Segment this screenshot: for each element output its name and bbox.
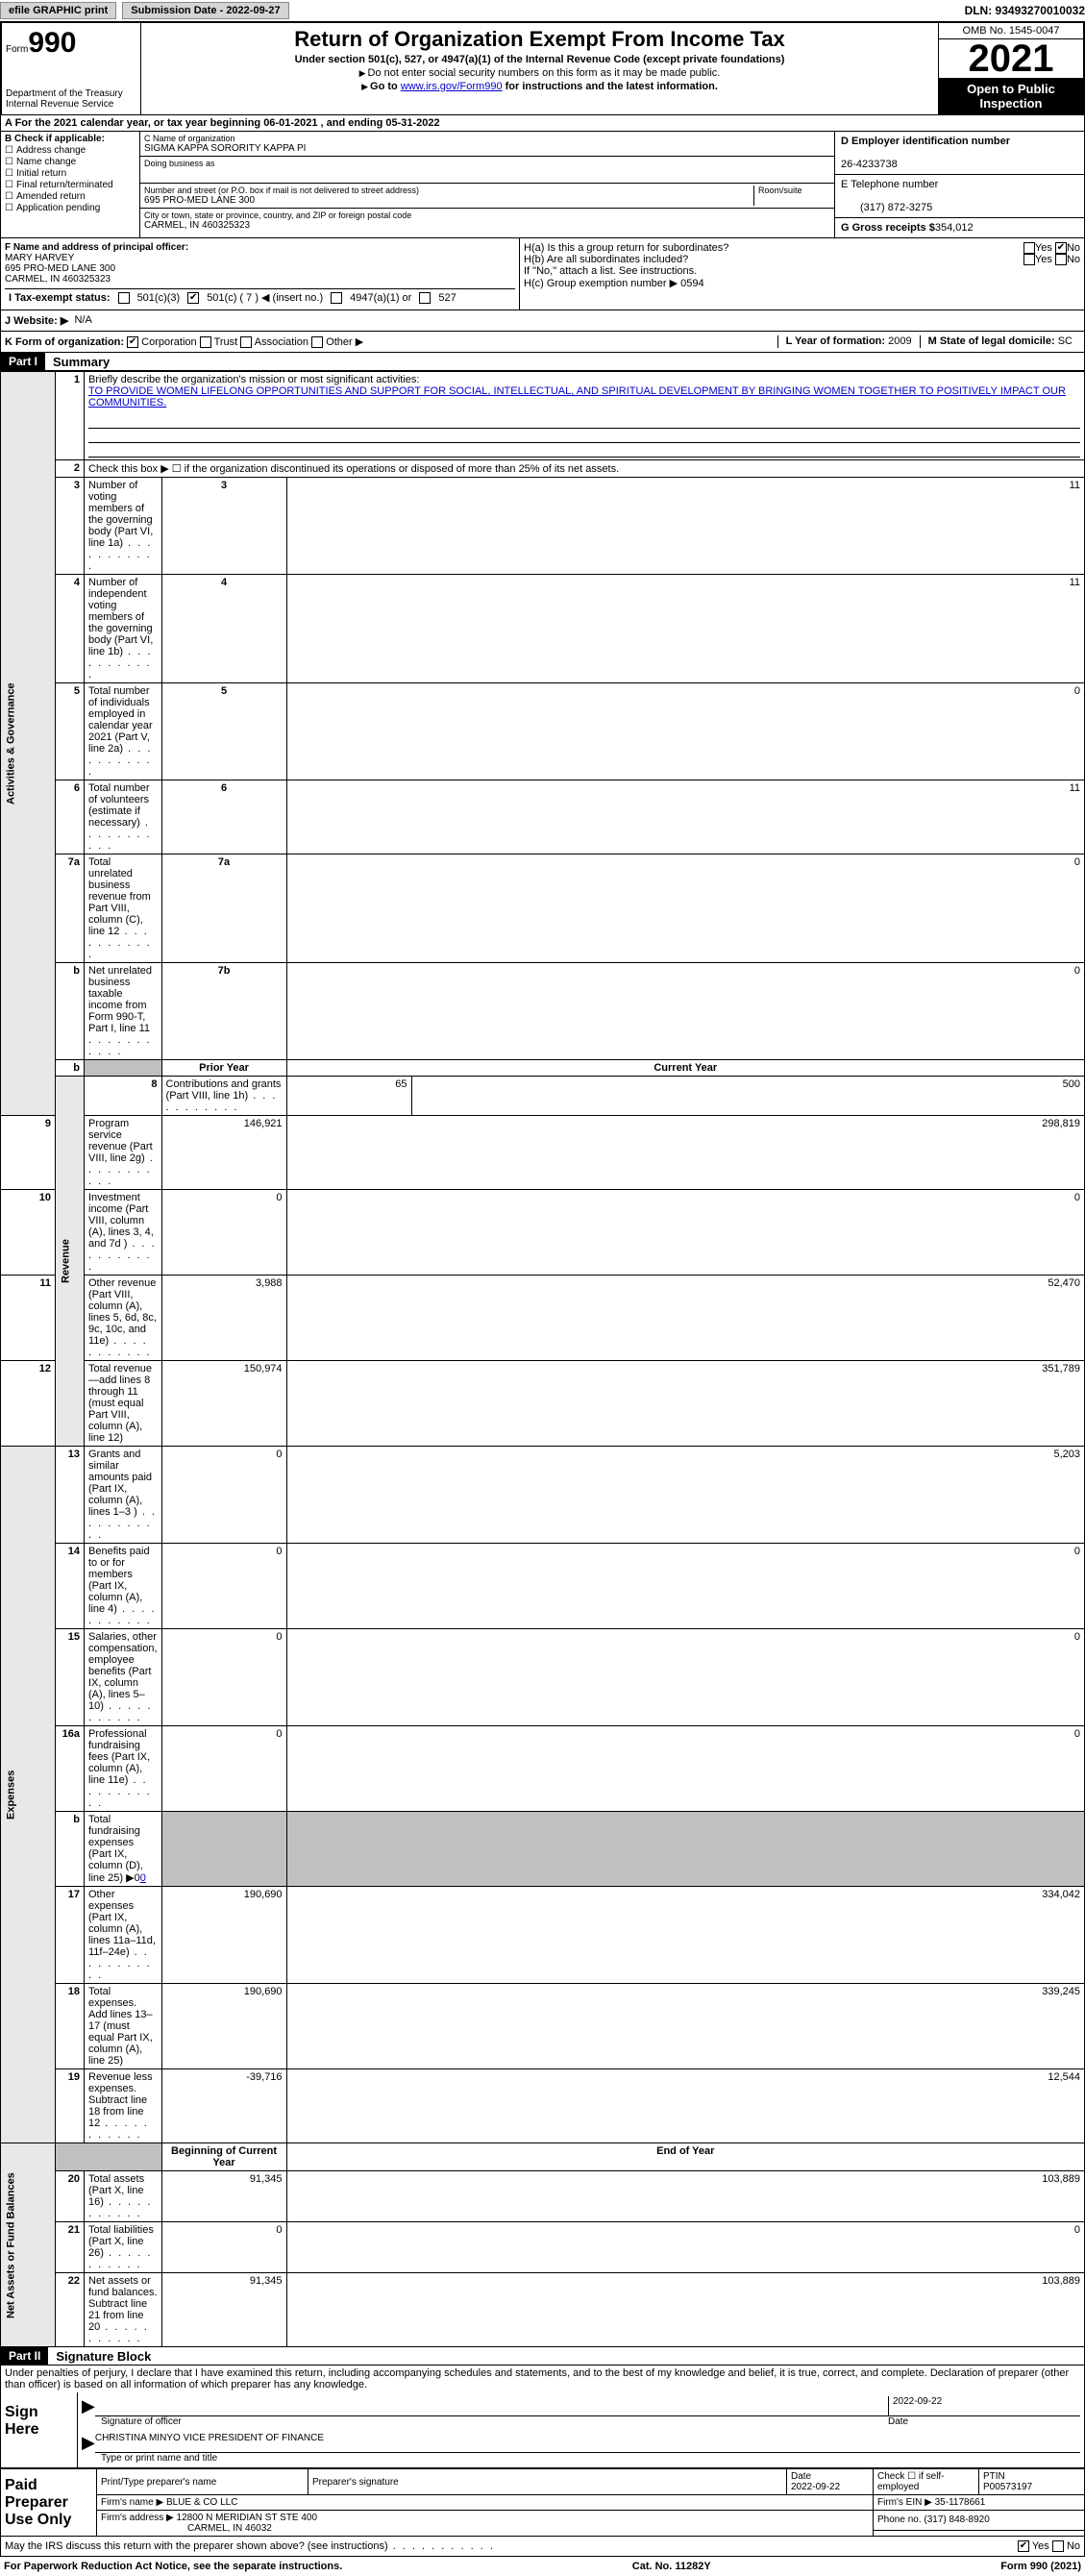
period-row: A For the 2021 calendar year, or tax yea… <box>0 115 1085 132</box>
box-d: D Employer identification number 26-4233… <box>834 132 1084 237</box>
table-row: 18Total expenses. Add lines 13–17 (must … <box>1 1984 1085 2069</box>
form-header: Form990 Department of the Treasury Inter… <box>0 21 1085 115</box>
table-row: bNet unrelated business taxable income f… <box>1 963 1085 1060</box>
chk-other[interactable] <box>311 336 323 348</box>
ein-field: D Employer identification number 26-4233… <box>835 132 1084 175</box>
box-c: C Name of organization SIGMA KAPPA SOROR… <box>140 132 834 237</box>
chk-address-change[interactable]: Address change <box>5 145 136 156</box>
header-right: OMB No. 1545-0047 2021 Open to Public In… <box>939 23 1083 114</box>
header-left: Form990 Department of the Treasury Inter… <box>2 23 141 114</box>
ha-no[interactable] <box>1055 242 1067 254</box>
gov-label: Activities & Governance <box>1 372 56 1116</box>
tax-status-label: I Tax-exempt status: <box>9 292 111 304</box>
sign-here-label: Sign Here <box>1 2392 78 2467</box>
chk-trust[interactable] <box>200 336 211 348</box>
chk-name-change[interactable]: Name change <box>5 157 136 167</box>
discuss-yes[interactable] <box>1018 2540 1029 2552</box>
table-row: bTotal fundraising expenses (Part IX, co… <box>1 1812 1085 1887</box>
chk-501c3[interactable] <box>118 292 130 304</box>
chk-final-return[interactable]: Final return/terminated <box>5 180 136 190</box>
summary-table: Activities & Governance 1 Briefly descri… <box>0 371 1085 2347</box>
table-row: 5Total number of individuals employed in… <box>1 683 1085 780</box>
header-mid: Return of Organization Exempt From Incom… <box>141 23 939 114</box>
public-inspection: Open to Public Inspection <box>939 78 1083 114</box>
arrow-icon: ▶ <box>82 2396 95 2416</box>
dln-label: DLN: 93493270010032 <box>965 4 1085 17</box>
chk-initial-return[interactable]: Initial return <box>5 168 136 179</box>
part2-header: Part II Signature Block <box>0 2347 1085 2365</box>
addr-field: Number and street (or P.O. box if mail i… <box>140 184 834 209</box>
note-goto: Go to www.irs.gov/Form990 for instructio… <box>145 81 934 92</box>
paid-prep-label: Paid Preparer Use Only <box>1 2469 97 2537</box>
discuss-row: May the IRS discuss this return with the… <box>0 2537 1085 2557</box>
preparer-table: Paid Preparer Use Only Print/Type prepar… <box>0 2468 1085 2537</box>
officer-row: F Name and address of principal officer:… <box>0 238 1085 310</box>
table-row: 20Total assets (Part X, line 16)91,34510… <box>1 2171 1085 2222</box>
part1-header: Part I Summary <box>0 353 1085 371</box>
form-title: Return of Organization Exempt From Incom… <box>145 27 934 52</box>
table-row: 7aTotal unrelated business revenue from … <box>1 855 1085 963</box>
hb-no[interactable] <box>1055 254 1067 265</box>
chk-application-pending[interactable]: Application pending <box>5 203 136 213</box>
chk-501c[interactable] <box>187 292 199 304</box>
irs-label: Internal Revenue Service <box>6 99 136 110</box>
table-row: 19Revenue less expenses. Subtract line 1… <box>1 2069 1085 2143</box>
discuss-no[interactable] <box>1052 2540 1064 2552</box>
city-field: City or town, state or province, country… <box>140 209 834 233</box>
phone-field: E Telephone number (317) 872-3275 <box>835 175 1084 218</box>
efile-print-button[interactable]: efile GRAPHIC print <box>0 2 116 19</box>
box-h: H(a) Is this a group return for subordin… <box>520 238 1084 310</box>
box-f: F Name and address of principal officer:… <box>1 238 520 310</box>
table-row: 10Investment income (Part VIII, column (… <box>1 1190 1085 1276</box>
identity-row: B Check if applicable: Address change Na… <box>0 132 1085 238</box>
table-row: 12Total revenue—add lines 8 through 11 (… <box>1 1361 1085 1447</box>
gross-field: G Gross receipts $354,012 <box>835 218 1084 237</box>
table-row: 11Other revenue (Part VIII, column (A), … <box>1 1276 1085 1361</box>
form-subtitle: Under section 501(c), 527, or 4947(a)(1)… <box>145 54 934 65</box>
table-row: 14Benefits paid to or for members (Part … <box>1 1544 1085 1629</box>
topbar: efile GRAPHIC print Submission Date - 20… <box>0 0 1085 21</box>
irs-link[interactable]: www.irs.gov/Form990 <box>401 81 503 92</box>
mission-text: TO PROVIDE WOMEN LIFELONG OPPORTUNITIES … <box>88 385 1066 409</box>
signature-section: Under penalties of perjury, I declare th… <box>0 2365 1085 2468</box>
arrow-icon: ▶ <box>82 2433 95 2453</box>
org-name-field: C Name of organization SIGMA KAPPA SOROR… <box>140 132 834 157</box>
chk-4947[interactable] <box>331 292 342 304</box>
dba-field: Doing business as <box>140 157 834 184</box>
rev-label: Revenue <box>56 1077 85 1447</box>
chk-corp[interactable] <box>127 336 138 348</box>
page-footer: For Paperwork Reduction Act Notice, see … <box>0 2557 1085 2576</box>
table-row: 9Program service revenue (Part VIII, lin… <box>1 1116 1085 1190</box>
ha-yes[interactable] <box>1023 242 1035 254</box>
table-row: 16aProfessional fundraising fees (Part I… <box>1 1726 1085 1812</box>
table-row: 21Total liabilities (Part X, line 26)00 <box>1 2222 1085 2273</box>
chk-amended-return[interactable]: Amended return <box>5 191 136 202</box>
note-ssn: Do not enter social security numbers on … <box>145 67 934 79</box>
dept-treasury: Department of the Treasury <box>6 88 136 99</box>
tax-year: 2021 <box>939 39 1083 78</box>
table-row: 17Other expenses (Part IX, column (A), l… <box>1 1887 1085 1984</box>
table-row: 4Number of independent voting members of… <box>1 575 1085 683</box>
table-row: 3Number of voting members of the governi… <box>1 478 1085 575</box>
chk-527[interactable] <box>419 292 431 304</box>
kLM-row: K Form of organization: Corporation Trus… <box>0 332 1085 353</box>
box-b: B Check if applicable: Address change Na… <box>1 132 140 237</box>
chk-assoc[interactable] <box>240 336 252 348</box>
form-number: Form990 <box>6 27 136 60</box>
net-label: Net Assets or Fund Balances <box>1 2143 56 2347</box>
penalty-text: Under penalties of perjury, I declare th… <box>1 2365 1084 2392</box>
table-row: 22Net assets or fund balances. Subtract … <box>1 2273 1085 2347</box>
sig-fields: ▶ 2022-09-22 Signature of officerDate ▶ … <box>78 2392 1084 2467</box>
exp-label: Expenses <box>1 1447 56 2143</box>
submission-date-button[interactable]: Submission Date - 2022-09-27 <box>122 2 288 19</box>
table-row: 6Total number of volunteers (estimate if… <box>1 780 1085 855</box>
table-row: 15Salaries, other compensation, employee… <box>1 1629 1085 1726</box>
website-row: J Website: ▶ N/A <box>0 310 1085 332</box>
hb-yes[interactable] <box>1023 254 1035 265</box>
